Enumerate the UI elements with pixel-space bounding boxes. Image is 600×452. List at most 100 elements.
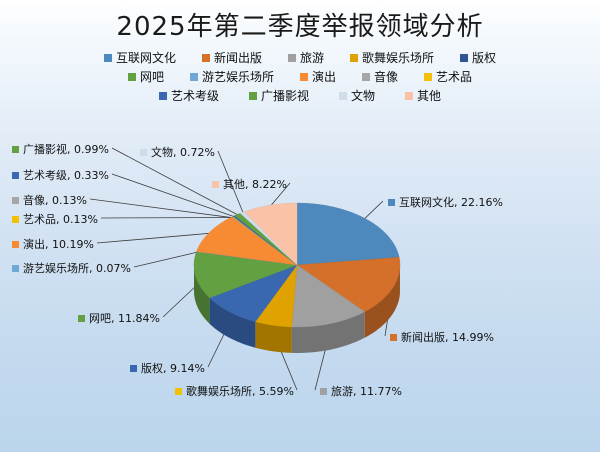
legend-item[interactable]: 其他 [405, 87, 441, 104]
leader-line [217, 150, 244, 214]
leader-line [100, 217, 235, 219]
leader-line [363, 200, 384, 220]
leader-line [111, 147, 239, 216]
legend-swatch-icon [339, 91, 347, 100]
data-label-swatch-icon [12, 145, 19, 153]
data-label-text: 网吧, 11.84% [89, 312, 160, 325]
pie-data-label: 演出, 10.19% [12, 236, 94, 252]
chart-title: 2025年第二季度举报领域分析 [116, 12, 484, 42]
data-label-text: 旅游, 11.77% [331, 385, 402, 398]
pie-slice[interactable] [243, 202, 298, 266]
legend-item[interactable]: 歌舞娱乐场所 [350, 49, 434, 66]
legend-label: 演出 [311, 70, 336, 84]
legend-swatch-icon [189, 72, 198, 81]
pie-data-label: 游艺娱乐场所, 0.07% [12, 260, 131, 276]
data-label-text: 版权, 9.14% [141, 362, 205, 375]
legend-label: 新闻出版 [213, 51, 262, 65]
legend-item[interactable]: 音像 [362, 68, 398, 85]
legend-label: 广播影视 [260, 89, 309, 103]
pie-slice[interactable] [296, 257, 401, 312]
data-label-swatch-icon [12, 240, 19, 248]
legend-swatch-icon [362, 72, 370, 81]
legend-label: 旅游 [299, 51, 324, 65]
pie-slice-side [209, 297, 256, 348]
pie-data-label: 新闻出版, 14.99% [390, 329, 494, 345]
pie-data-label: 版权, 9.14% [130, 360, 205, 376]
legend-label: 文物 [351, 89, 376, 103]
data-label-swatch-icon [130, 364, 137, 372]
pie-data-label: 旅游, 11.77% [320, 383, 402, 399]
legend-swatch-icon [201, 53, 210, 62]
legend-item[interactable]: 新闻出版 [201, 49, 262, 66]
pie-data-label: 网吧, 11.84% [78, 310, 160, 326]
legend-label: 音像 [374, 70, 399, 84]
legend-swatch-icon [127, 72, 136, 81]
data-label-text: 艺术品, 0.13% [23, 213, 98, 226]
data-label-swatch-icon [175, 387, 182, 395]
pie-data-label: 互联网文化, 22.16% [388, 194, 503, 210]
data-label-text: 艺术考级, 0.33% [23, 169, 109, 182]
legend-item[interactable]: 游艺娱乐场所 [189, 68, 274, 85]
pie-slice-side [364, 266, 400, 338]
data-label-text: 广播影视, 0.99% [23, 143, 109, 156]
leader-line [96, 232, 212, 244]
pie-data-label: 其他, 8.22% [212, 176, 287, 192]
leader-line [162, 284, 198, 318]
legend-label: 版权 [472, 51, 497, 65]
legend-swatch-icon [405, 91, 414, 100]
legend-item[interactable]: 版权 [460, 49, 496, 66]
data-label-swatch-icon [12, 215, 19, 223]
pie-slice[interactable] [196, 216, 298, 266]
data-label-text: 互联网文化, 22.16% [399, 196, 503, 209]
legend-label: 艺术考级 [170, 89, 219, 103]
leader-line [269, 182, 291, 207]
pie-data-label: 歌舞娱乐场所, 5.59% [175, 383, 294, 399]
pie-data-label: 艺术考级, 0.33% [12, 167, 109, 183]
pie-slices [193, 202, 401, 328]
legend-item[interactable]: 艺术品 [424, 68, 472, 85]
legend-swatch-icon [287, 53, 296, 62]
data-label-text: 音像, 0.13% [23, 194, 87, 207]
pie-data-label: 音像, 0.13% [12, 192, 87, 208]
data-label-text: 游艺娱乐场所, 0.07% [23, 262, 131, 275]
data-label-swatch-icon [212, 180, 219, 188]
legend-item[interactable]: 艺术考级 [158, 87, 219, 104]
legend-item[interactable]: 广播影视 [248, 87, 309, 104]
data-label-text: 其他, 8.22% [223, 178, 287, 191]
pie-slice-side [194, 263, 210, 324]
data-label-text: 演出, 10.19% [23, 238, 94, 251]
legend-row: 互联网文化 新闻出版 旅游 歌舞娱乐场所 版权 [0, 48, 600, 67]
legend-swatch-icon [158, 91, 167, 100]
pie-data-label: 文物, 0.72% [140, 144, 215, 160]
pie-data-label: 广播影视, 0.99% [12, 141, 109, 157]
data-label-swatch-icon [12, 171, 19, 179]
chart-legend: 互联网文化 新闻出版 旅游 歌舞娱乐场所 版权 网吧 [0, 48, 600, 105]
pie-slice[interactable] [291, 264, 366, 328]
legend-item[interactable]: 旅游 [287, 49, 324, 66]
data-label-text: 文物, 0.72% [151, 146, 215, 159]
data-label-swatch-icon [390, 333, 397, 341]
legend-label: 网吧 [139, 70, 164, 84]
data-label-text: 新闻出版, 14.99% [401, 331, 494, 344]
pie-slice[interactable] [296, 202, 400, 266]
legend-item[interactable]: 演出 [299, 68, 336, 85]
leader-line [133, 251, 199, 268]
legend-item[interactable]: 互联网文化 [103, 49, 176, 66]
data-label-swatch-icon [320, 387, 327, 395]
data-label-swatch-icon [388, 198, 395, 206]
legend-label: 艺术品 [436, 70, 473, 84]
leader-line [89, 198, 234, 219]
legend-label: 其他 [417, 89, 442, 103]
legend-swatch-icon [299, 72, 308, 81]
pie-slice[interactable] [193, 251, 298, 299]
legend-item[interactable]: 文物 [339, 87, 375, 104]
legend-swatch-icon [424, 72, 433, 81]
legend-label: 游艺娱乐场所 [201, 70, 274, 84]
data-label-swatch-icon [78, 314, 85, 322]
data-label-swatch-icon [12, 196, 19, 204]
legend-row: 网吧 游艺娱乐场所 演出 音像 艺术品 [0, 67, 600, 86]
legend-item[interactable]: 网吧 [127, 68, 164, 85]
data-label-swatch-icon [140, 148, 147, 156]
legend-swatch-icon [350, 53, 358, 62]
